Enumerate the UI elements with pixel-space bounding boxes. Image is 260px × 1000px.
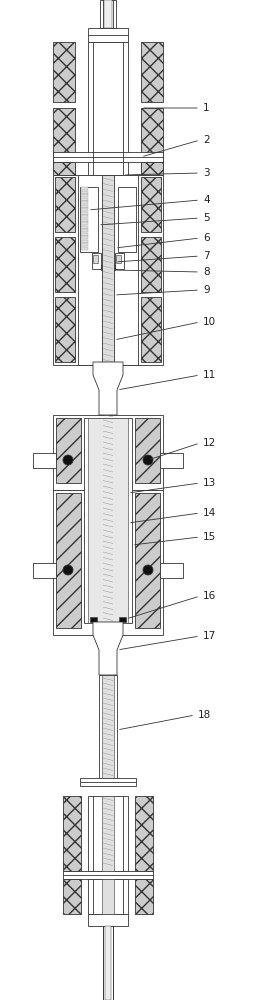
Bar [53,415,163,490]
Text: 11: 11 [203,370,216,380]
Bar [53,42,75,102]
Bar [88,879,128,914]
Text: 13: 13 [203,478,216,488]
Bar [53,175,163,365]
Text: 4: 4 [203,195,210,205]
Bar [81,219,88,222]
Text: 15: 15 [203,532,216,542]
Bar [141,42,163,102]
Bar [56,418,81,483]
Bar [102,879,114,914]
Bar [81,226,88,229]
Text: 12: 12 [203,438,216,448]
Text: 2: 2 [203,135,210,145]
Bar [81,201,88,204]
Bar [102,175,114,680]
Bar [81,246,88,249]
Text: 3: 3 [203,168,210,178]
Bar [55,177,75,232]
Text: 8: 8 [203,267,210,277]
Bar [63,796,81,871]
Circle shape [63,565,73,575]
Bar [33,563,56,578]
Bar [53,490,163,635]
Text: 6: 6 [203,233,210,243]
Bar [141,237,161,292]
Bar [81,215,88,218]
Bar [81,222,88,225]
Bar [90,617,97,622]
Bar [141,297,161,362]
Bar [81,229,88,232]
Bar [102,796,114,871]
Text: 16: 16 [203,591,216,601]
Bar [81,239,88,242]
Circle shape [63,455,73,465]
Bar [135,879,153,914]
Bar [55,297,75,362]
Bar [116,255,121,263]
Bar [101,265,115,270]
Text: 18: 18 [198,710,211,720]
Bar [102,675,114,780]
Bar [118,187,136,252]
Bar [93,255,98,263]
Bar [81,212,88,215]
Text: 1: 1 [203,103,210,113]
Text: 14: 14 [203,508,216,518]
Bar [81,208,88,211]
Bar [88,28,128,42]
Bar [63,871,153,879]
Bar [141,177,161,232]
Text: 7: 7 [203,251,210,261]
Bar [104,270,112,274]
Text: 17: 17 [203,631,216,641]
Bar [53,108,75,168]
Polygon shape [93,622,123,675]
Bar [141,162,163,175]
Bar [53,162,75,175]
Bar [78,175,138,365]
Bar [81,243,88,246]
Bar [135,418,160,483]
Bar [81,236,88,239]
Bar [81,205,88,208]
Bar [160,563,183,578]
Bar [92,253,101,269]
Circle shape [143,455,153,465]
Bar [63,879,81,914]
Bar [80,187,98,252]
Bar [104,0,112,28]
Text: 5: 5 [203,213,210,223]
Bar [115,253,124,269]
Bar [88,914,128,926]
Bar [88,796,128,871]
Bar [81,190,88,194]
Bar [81,194,88,197]
Bar [56,493,81,628]
Bar [81,187,88,190]
Bar [88,418,128,623]
Circle shape [143,565,153,575]
Polygon shape [93,362,123,415]
Bar [160,453,183,468]
Text: 9: 9 [203,285,210,295]
Bar [105,926,111,1000]
Bar [119,617,126,622]
Bar [81,198,88,200]
Bar [100,0,116,28]
Text: 10: 10 [203,317,216,327]
Bar [135,493,160,628]
Bar [103,926,113,1000]
Bar [53,152,163,162]
Bar [88,42,128,175]
Bar [141,108,163,168]
Bar [135,796,153,871]
Bar [84,418,132,623]
Bar [33,453,56,468]
Bar [55,237,75,292]
Bar [80,778,136,786]
Bar [81,232,88,235]
Bar [99,675,117,780]
